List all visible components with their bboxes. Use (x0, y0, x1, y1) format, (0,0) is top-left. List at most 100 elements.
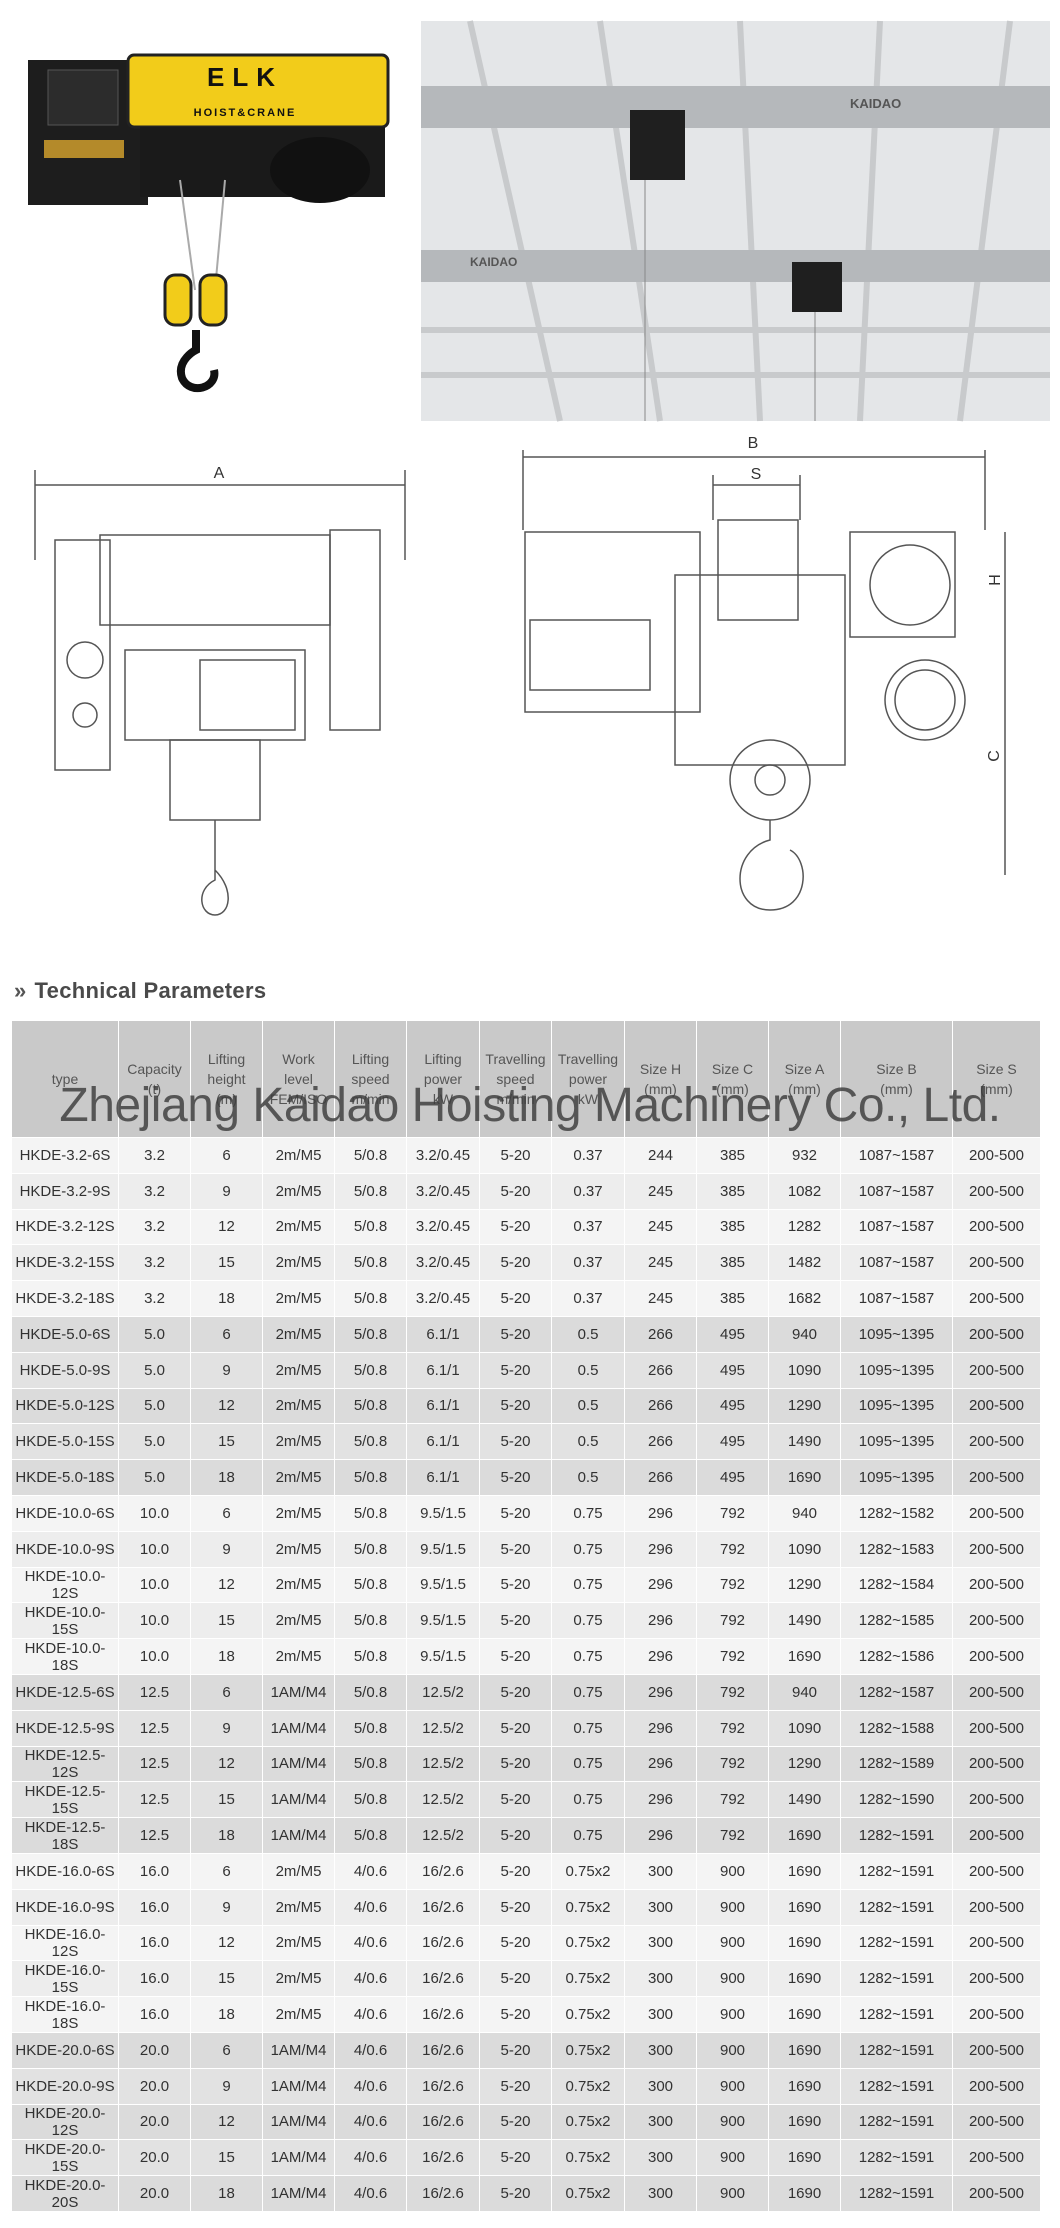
table-cell: 200-500 (952, 1709, 1041, 1747)
table-cell: 12.5/2 (406, 1673, 480, 1711)
table-cell: 2m/M5 (262, 1208, 335, 1246)
table-cell: 16/2.6 (406, 1960, 480, 1998)
table-cell: 1690 (768, 1852, 841, 1890)
table-cell: 200-500 (952, 1494, 1041, 1532)
table-cell: 3.2/0.45 (406, 1280, 480, 1317)
table-cell: 495 (696, 1459, 769, 1496)
table-row: HKDE-16.0-9S 16.0 9 2m/M5 4/0.6 16/2.6 5-20 0.7… (11, 1888, 1041, 1926)
table-cell: 5-20 (479, 1494, 552, 1532)
table-cell: 1690 (768, 1817, 841, 1854)
table-cell: 900 (696, 1996, 769, 2033)
table-cell: 5-20 (479, 1172, 552, 1210)
table-cell: 5-20 (479, 1423, 552, 1461)
table-body: HKDE-3.2-6S 3.2 6 2m/M5 5/0.8 3.2/0.45 5-20 0.3… (11, 1137, 1041, 2212)
table-cell: 1290 (768, 1566, 841, 1604)
table-cell: 3.2/0.45 (406, 1208, 480, 1246)
table-cell: 200-500 (952, 1566, 1041, 1604)
dimension-label: B (748, 435, 759, 452)
table-cell: 200-500 (952, 1208, 1041, 1246)
header-line: speed (351, 1071, 390, 1087)
table-row: HKDE-5.0-15S 5.0 15 2m/M5 5/0.8 6.1/1 5-20 0.5 2… (11, 1423, 1041, 1461)
table-cell: 5/0.8 (334, 1387, 407, 1425)
table-cell: 792 (696, 1745, 769, 1783)
header-line: m/min (351, 1091, 390, 1107)
header-line: Capacity (127, 1061, 182, 1077)
table-cell: 9.5/1.5 (406, 1530, 480, 1568)
table-cell: 16/2.6 (406, 2031, 480, 2069)
table-cell: 5-20 (479, 1351, 552, 1389)
table-cell: 20.0 (118, 2031, 191, 2069)
table-cell: 1282~1586 (840, 1638, 953, 1675)
table-cell: 6.1/1 (406, 1459, 480, 1496)
table-row: HKDE-10.0-12S 10.0 12 2m/M5 5/0.8 9.5/1.5 5-20… (11, 1566, 1041, 1604)
table-row: HKDE-12.5-9S 12.5 9 1AM/M4 5/0.8 12.5/2 5-20 0.… (11, 1709, 1041, 1747)
table-cell: 1082 (768, 1172, 841, 1210)
table-cell: 2m/M5 (262, 1280, 335, 1317)
table-cell: 0.5 (551, 1351, 625, 1389)
header-line: type (51, 1071, 79, 1087)
table-cell: 1282~1589 (840, 1745, 953, 1783)
side-diagram: B S H C (522, 435, 1006, 911)
table-cell: 1282 (768, 1208, 841, 1246)
table-cell: 18 (190, 1280, 263, 1317)
table-cell: 16/2.6 (406, 2067, 480, 2105)
header-line: Size H (639, 1061, 682, 1077)
table-cell: 900 (696, 2175, 769, 2212)
table-cell: 5-20 (479, 1530, 552, 1568)
table-cell: 1282~1591 (840, 2175, 953, 2212)
table-cell: 792 (696, 1566, 769, 1604)
table-cell: 12 (190, 2103, 263, 2141)
table-cell: HKDE-3.2-9S (11, 1172, 119, 1210)
section-title: Technical Parameters (34, 978, 267, 1003)
table-cell: 1090 (768, 1709, 841, 1747)
table-cell: 20.0 (118, 2067, 191, 2105)
table-cell: HKDE-12.5-6S (11, 1673, 119, 1711)
table-cell: 4/0.6 (334, 2031, 407, 2069)
section-heading: » Technical Parameters (14, 978, 266, 1004)
table-cell: 9 (190, 1351, 263, 1389)
table-cell: HKDE-16.0-9S (11, 1888, 119, 1926)
header-cell: type (11, 1020, 119, 1138)
table-cell: 2m/M5 (262, 1351, 335, 1389)
table-cell: 200-500 (952, 1638, 1041, 1675)
table-cell: 792 (696, 1530, 769, 1568)
table-cell: 16/2.6 (406, 1924, 480, 1962)
table-cell: 1282~1587 (840, 1673, 953, 1711)
table-cell: 200-500 (952, 1888, 1041, 1926)
table-cell: 1690 (768, 2103, 841, 2141)
header-cell: Lifting speed m/min (334, 1020, 407, 1138)
table-cell: 6.1/1 (406, 1423, 480, 1461)
table-cell: 3.2 (118, 1137, 191, 1174)
table-row: HKDE-5.0-9S 5.0 9 2m/M5 5/0.8 6.1/1 5-20 0.5 266… (11, 1351, 1041, 1389)
table-cell: HKDE-20.0-6S (11, 2031, 119, 2069)
table-cell: 1690 (768, 1888, 841, 1926)
table-cell: 4/0.6 (334, 2067, 407, 2105)
table-cell: 3.2 (118, 1172, 191, 1210)
table-cell: 1690 (768, 1960, 841, 1998)
table-cell: 792 (696, 1638, 769, 1675)
table-cell: HKDE-3.2-12S (11, 1208, 119, 1246)
table-cell: 266 (624, 1351, 697, 1389)
table-cell: 6.1/1 (406, 1351, 480, 1389)
table-cell: 16/2.6 (406, 1888, 480, 1926)
table-cell: 4/0.6 (334, 1960, 407, 1998)
header-line: (mm) (788, 1081, 821, 1097)
table-cell: 200-500 (952, 1602, 1041, 1640)
table-cell: 1490 (768, 1602, 841, 1640)
table-cell: 296 (624, 1709, 697, 1747)
table-row: HKDE-20.0-12S 20.0 12 1AM/M4 4/0.6 16/2.6 5-20… (11, 2103, 1041, 2141)
table-cell: 6 (190, 1852, 263, 1890)
table-cell: 6 (190, 1494, 263, 1532)
table-cell: 12.5 (118, 1673, 191, 1711)
table-row: HKDE-20.0-15S 20.0 15 1AM/M4 4/0.6 16/2.6 5-20… (11, 2139, 1041, 2177)
table-cell: 300 (624, 2067, 697, 2105)
table-cell: 5-20 (479, 1208, 552, 1246)
table-cell: 245 (624, 1172, 697, 1210)
table-cell: 1090 (768, 1530, 841, 1568)
table-cell: 0.37 (551, 1137, 625, 1174)
header-line: (mm) (980, 1081, 1013, 1097)
table-cell: 12.5/2 (406, 1709, 480, 1747)
header-line: Lifting (424, 1051, 462, 1067)
